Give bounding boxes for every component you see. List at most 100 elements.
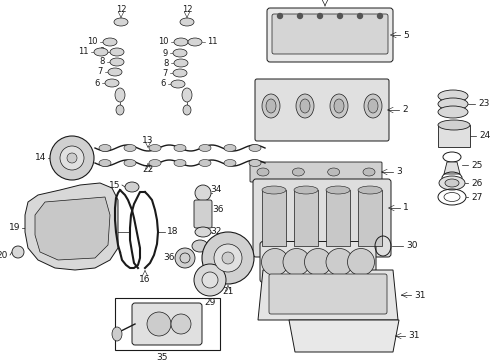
Ellipse shape: [99, 144, 111, 152]
Ellipse shape: [12, 246, 24, 258]
Text: 36: 36: [164, 253, 175, 262]
Ellipse shape: [124, 159, 136, 166]
Ellipse shape: [293, 168, 304, 176]
FancyBboxPatch shape: [269, 274, 387, 314]
Text: 28: 28: [318, 292, 329, 302]
Ellipse shape: [363, 168, 375, 176]
Ellipse shape: [115, 88, 125, 102]
Ellipse shape: [257, 168, 269, 176]
Ellipse shape: [445, 179, 459, 187]
Text: 7: 7: [98, 68, 103, 77]
Ellipse shape: [294, 186, 318, 194]
Ellipse shape: [438, 106, 468, 118]
Text: 21: 21: [222, 287, 234, 296]
Ellipse shape: [173, 49, 187, 57]
Ellipse shape: [110, 58, 124, 66]
Circle shape: [347, 248, 374, 275]
Text: 9: 9: [163, 49, 168, 58]
Text: 24: 24: [479, 131, 490, 140]
Text: 26: 26: [471, 179, 482, 188]
Ellipse shape: [334, 99, 344, 113]
Circle shape: [377, 13, 383, 18]
Text: 32: 32: [210, 228, 221, 237]
Text: 11: 11: [207, 37, 218, 46]
Bar: [358, 190, 382, 246]
Text: 25: 25: [471, 161, 482, 170]
Ellipse shape: [328, 168, 340, 176]
Ellipse shape: [199, 159, 211, 166]
Text: 34: 34: [210, 185, 221, 194]
Text: 2: 2: [402, 105, 408, 114]
Ellipse shape: [439, 176, 465, 190]
Text: 13: 13: [142, 136, 154, 145]
Text: 8: 8: [164, 58, 169, 68]
Ellipse shape: [262, 186, 286, 194]
Circle shape: [202, 232, 254, 284]
Circle shape: [318, 13, 322, 18]
Ellipse shape: [112, 327, 122, 341]
Circle shape: [277, 13, 283, 18]
Polygon shape: [289, 320, 399, 352]
Ellipse shape: [199, 144, 211, 152]
Text: 33: 33: [208, 242, 220, 251]
Text: 18: 18: [167, 228, 178, 237]
Circle shape: [50, 136, 94, 180]
Bar: [438, 125, 470, 147]
Text: 6: 6: [161, 80, 166, 89]
Ellipse shape: [188, 38, 202, 46]
Text: 12: 12: [116, 5, 126, 14]
Text: 31: 31: [408, 332, 419, 341]
FancyBboxPatch shape: [253, 179, 391, 257]
Text: 9: 9: [100, 48, 105, 57]
Circle shape: [326, 248, 353, 275]
Circle shape: [202, 272, 218, 288]
Text: 10: 10: [158, 37, 169, 46]
Text: 36: 36: [212, 206, 223, 215]
Text: 7: 7: [163, 68, 168, 77]
Text: 6: 6: [95, 78, 100, 87]
Circle shape: [283, 248, 310, 275]
Text: 14: 14: [35, 153, 46, 162]
Ellipse shape: [149, 159, 161, 166]
Ellipse shape: [195, 227, 211, 237]
Circle shape: [262, 248, 289, 275]
Text: 22: 22: [143, 165, 154, 174]
Text: 31: 31: [414, 291, 425, 300]
Ellipse shape: [149, 144, 161, 152]
Circle shape: [171, 314, 191, 334]
Text: 20: 20: [0, 251, 8, 260]
Bar: [262, 190, 286, 246]
Text: 12: 12: [182, 5, 192, 14]
Text: 23: 23: [478, 99, 490, 108]
Text: 19: 19: [8, 224, 20, 233]
FancyBboxPatch shape: [194, 200, 212, 228]
Circle shape: [60, 146, 84, 170]
Polygon shape: [35, 197, 110, 260]
Ellipse shape: [174, 59, 188, 67]
Ellipse shape: [224, 144, 236, 152]
Ellipse shape: [171, 80, 185, 88]
Ellipse shape: [174, 38, 188, 46]
Text: 18: 18: [96, 228, 107, 237]
Polygon shape: [25, 183, 118, 270]
Text: 4: 4: [322, 0, 328, 1]
Text: 17: 17: [95, 206, 106, 215]
Text: 35: 35: [156, 353, 168, 360]
Ellipse shape: [110, 48, 124, 56]
Ellipse shape: [125, 182, 139, 192]
Circle shape: [358, 13, 363, 18]
Ellipse shape: [266, 99, 276, 113]
Bar: [326, 190, 350, 246]
Ellipse shape: [438, 98, 468, 110]
Ellipse shape: [300, 99, 310, 113]
Bar: [294, 190, 318, 246]
Circle shape: [147, 312, 171, 336]
Ellipse shape: [249, 159, 261, 166]
Text: 15: 15: [108, 180, 120, 189]
Polygon shape: [258, 270, 398, 320]
Ellipse shape: [296, 94, 314, 118]
FancyBboxPatch shape: [132, 303, 202, 345]
Circle shape: [214, 244, 242, 272]
Ellipse shape: [438, 120, 470, 130]
Text: 11: 11: [78, 48, 89, 57]
